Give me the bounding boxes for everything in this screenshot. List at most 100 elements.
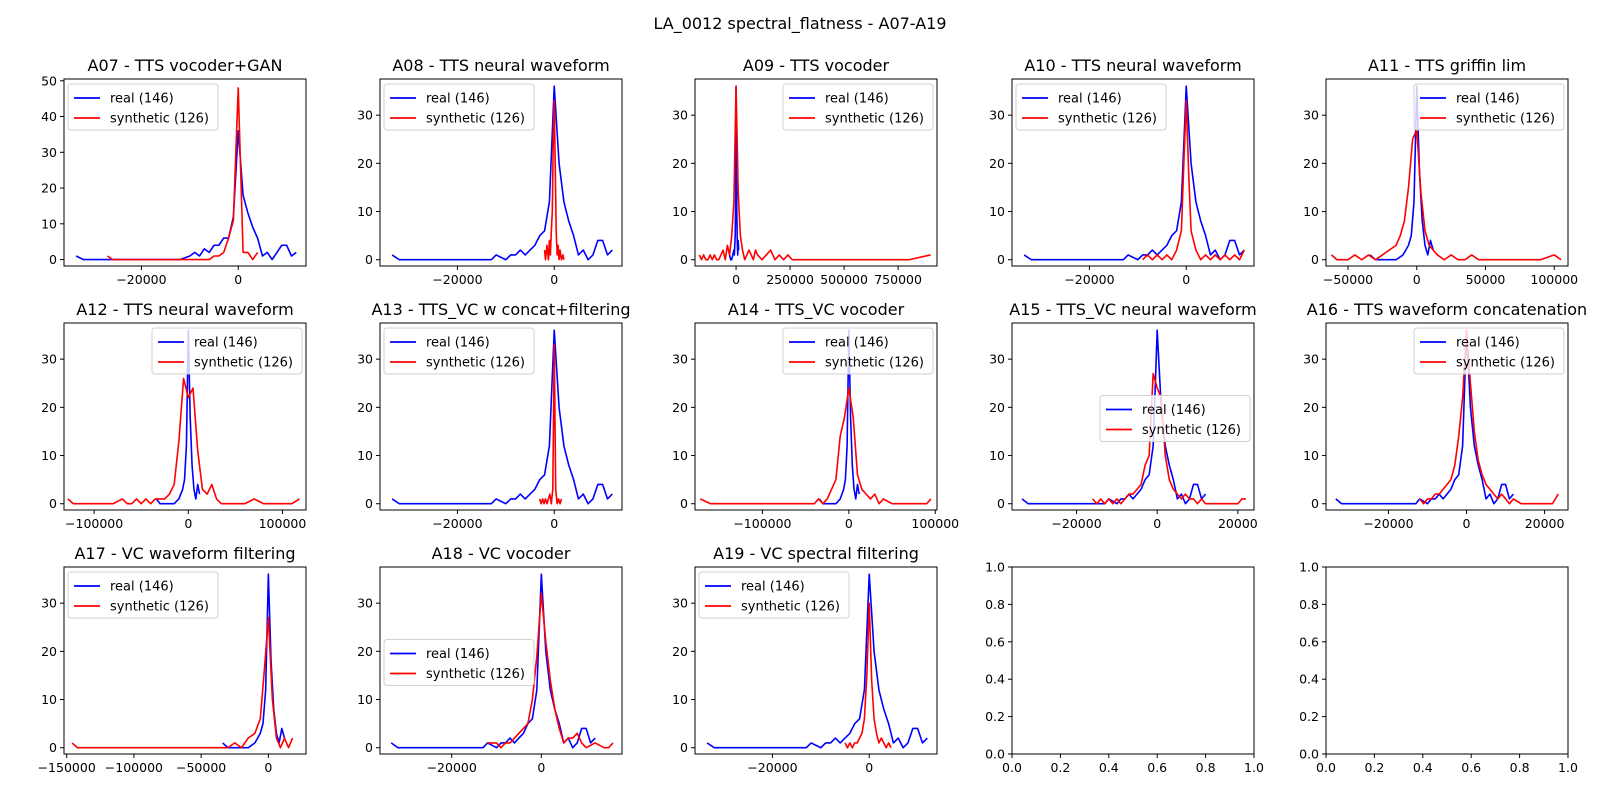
x-tick-label: 0.2	[1364, 760, 1384, 775]
subplot-title: A15 - TTS_VC neural waveform	[1009, 300, 1256, 320]
y-tick-label: 0.2	[985, 709, 1005, 724]
subplot-6: A12 - TTS neural waveform −100000 0 100000 0…	[41, 300, 307, 531]
y-tick-label: 20	[989, 400, 1005, 415]
x-tick-label: 0	[234, 272, 242, 287]
y-tick-label: 0.8	[985, 597, 1005, 612]
y-tick-label: 0.2	[1299, 709, 1319, 724]
subplot-1: A07 - TTS vocoder+GAN −20000 0 0 10 20 30 40 50 r…	[41, 56, 307, 287]
axes-frame	[63, 78, 307, 267]
x-tick-label: 0.4	[1413, 760, 1433, 775]
series-line-synthetic	[698, 85, 931, 261]
subplot-14: 0.0 0.2 0.4 0.6 0.8 1.0 0.0 0.2 0.4 0.6 0.8 1.0	[985, 560, 1264, 776]
x-tick-label: −20000	[1051, 516, 1101, 531]
x-tick-label: 0	[1463, 516, 1471, 531]
subplot-grid: A07 - TTS vocoder+GAN −20000 0 0 10 20 30 40 50 r…	[38, 56, 1588, 775]
subplot-title: A09 - TTS vocoder	[743, 56, 890, 75]
legend: real (146) synthetic (126)	[1015, 83, 1167, 131]
legend-label-real: real (146)	[194, 336, 258, 351]
figure-title: LA_0012 spectral_flatness - A07-A19	[653, 14, 946, 34]
y-tick-label: 1.0	[1299, 560, 1319, 575]
x-tick-label: −150000	[38, 760, 96, 775]
legend: real (146) synthetic (126)	[67, 83, 219, 131]
x-tick-label: −100000	[65, 516, 123, 531]
legend: real (146) synthetic (126)	[1413, 327, 1565, 375]
axes-frame	[1325, 566, 1569, 755]
y-tick-label: 0	[997, 252, 1005, 267]
x-tick-label: 0.6	[1461, 760, 1481, 775]
x-tick-label: 750000	[874, 272, 922, 287]
legend-label-real: real (146)	[825, 92, 889, 107]
y-tick-label: 10	[357, 692, 373, 707]
x-tick-label: 20000	[1218, 516, 1258, 531]
subplot-15: 0.0 0.2 0.4 0.6 0.8 1.0 0.0 0.2 0.4 0.6 0.8 1.0	[1299, 560, 1578, 776]
x-tick-label: −20000	[432, 272, 482, 287]
legend-box	[383, 639, 535, 686]
legend-label-real: real (146)	[426, 647, 490, 662]
series-line-synthetic	[1419, 329, 1559, 505]
y-tick-label: 30	[989, 108, 1005, 123]
y-tick-label: 0.4	[985, 672, 1005, 687]
legend-label-real: real (146)	[1456, 92, 1520, 107]
legend: real (146) synthetic (126)	[151, 327, 303, 375]
series-line-real	[391, 329, 613, 505]
legend-label-synthetic: synthetic (126)	[1058, 112, 1157, 127]
y-tick-label: 0.6	[1299, 634, 1319, 649]
legend: real (146) synthetic (126)	[383, 639, 535, 686]
series-line-real	[391, 85, 613, 261]
y-tick-label: 0	[49, 496, 57, 511]
legend: real (146) synthetic (126)	[698, 571, 850, 619]
y-tick-label: 1.0	[985, 560, 1005, 575]
x-tick-label: −20000	[1064, 272, 1114, 287]
subplot-12: A18 - VC vocoder −20000 0 0 10 20 30 real (146)…	[357, 544, 623, 775]
series-line-real	[155, 329, 201, 505]
legend-label-synthetic: synthetic (126)	[825, 112, 924, 127]
legend-box	[67, 83, 219, 131]
legend-label-synthetic: synthetic (126)	[426, 667, 525, 682]
y-tick-label: 30	[41, 145, 57, 160]
y-tick-label: 30	[672, 352, 688, 367]
y-tick-label: 0.0	[985, 747, 1005, 762]
x-tick-label: 0	[1413, 272, 1421, 287]
y-tick-label: 10	[672, 204, 688, 219]
x-tick-label: −100000	[105, 760, 163, 775]
x-tick-label: 500000	[820, 272, 868, 287]
x-tick-label: 0	[537, 760, 545, 775]
x-tick-label: 0.6	[1147, 760, 1167, 775]
subplot-title: A08 - TTS neural waveform	[392, 56, 609, 75]
x-tick-label: 20000	[1525, 516, 1565, 531]
x-tick-label: 1.0	[1558, 760, 1578, 775]
x-tick-label: −20000	[747, 760, 797, 775]
subplot-title: A14 - TTS_VC vocoder	[728, 300, 905, 320]
y-tick-label: 10	[41, 448, 57, 463]
y-tick-label: 30	[672, 596, 688, 611]
legend-label-synthetic: synthetic (126)	[110, 112, 209, 127]
axes-frame	[1011, 322, 1255, 511]
subplot-title: A13 - TTS_VC w concat+filtering	[371, 300, 630, 320]
y-tick-label: 10	[41, 216, 57, 231]
subplot-11: A17 - VC waveform filtering −150000 −10000…	[38, 544, 307, 775]
legend-box	[782, 327, 934, 375]
x-tick-label: 0	[865, 760, 873, 775]
subplot-3: A09 - TTS vocoder 0 250000 500000 750000 0 10 2…	[672, 56, 938, 287]
y-tick-label: 0.0	[1299, 747, 1319, 762]
series-line-synthetic	[107, 87, 259, 261]
series-line-synthetic	[67, 377, 300, 505]
subplot-13: A19 - VC spectral filtering −20000 0 0 10 20 3…	[672, 544, 938, 775]
x-tick-label: 100000	[911, 516, 959, 531]
x-tick-label: 0	[550, 272, 558, 287]
y-tick-label: 20	[672, 400, 688, 415]
y-tick-label: 0.8	[1299, 597, 1319, 612]
y-tick-label: 10	[357, 204, 373, 219]
x-tick-label: 0	[264, 760, 272, 775]
legend: real (146) synthetic (126)	[67, 571, 219, 619]
series-line-synthetic	[71, 616, 294, 749]
legend-label-real: real (146)	[426, 92, 490, 107]
x-tick-label: 1.0	[1244, 760, 1264, 775]
legend-label-real: real (146)	[110, 92, 174, 107]
x-tick-label: −100000	[733, 516, 791, 531]
series-line-synthetic	[1142, 99, 1246, 261]
x-tick-label: 0	[845, 516, 853, 531]
y-tick-label: 20	[357, 400, 373, 415]
y-tick-label: 20	[41, 400, 57, 415]
y-tick-label: 30	[357, 596, 373, 611]
